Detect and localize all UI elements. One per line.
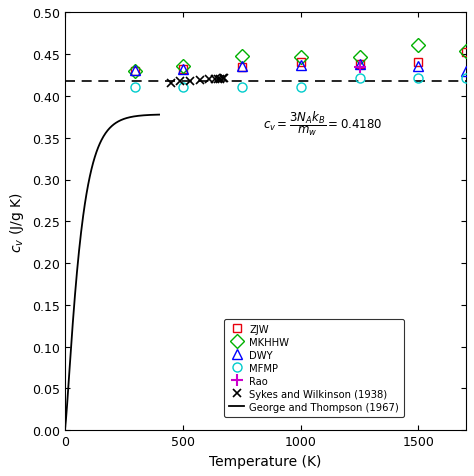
Y-axis label: $c_v$ (J/g K): $c_v$ (J/g K) [9, 191, 27, 252]
Text: $c_v = \dfrac{3N_A k_B}{m_w} = 0.4180$: $c_v = \dfrac{3N_A k_B}{m_w} = 0.4180$ [263, 109, 382, 138]
X-axis label: Temperature (K): Temperature (K) [209, 454, 321, 468]
Legend: ZJW, MKHHW, DWY, MFMP, Rao, Sykes and Wilkinson (1938), George and Thompson (196: ZJW, MKHHW, DWY, MFMP, Rao, Sykes and Wi… [224, 319, 404, 417]
